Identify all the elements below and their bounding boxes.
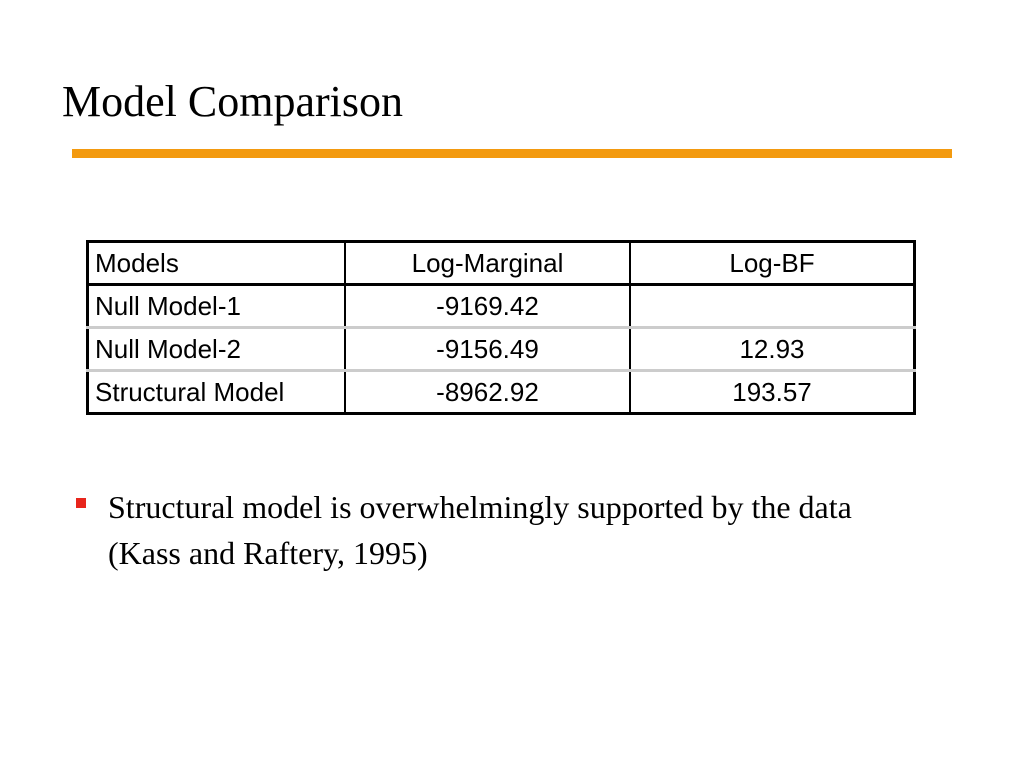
slide-title: Model Comparison xyxy=(62,77,403,126)
table-cell xyxy=(629,283,916,328)
bullet-list: Structural model is overwhelmingly suppo… xyxy=(72,484,932,576)
table-row: Structural Model -8962.92 193.57 xyxy=(86,369,916,414)
table-cell: 193.57 xyxy=(629,369,916,414)
header-cell: Log-Marginal xyxy=(344,241,631,286)
table-cell: Structural Model xyxy=(86,369,346,414)
table-cell: -8962.92 xyxy=(344,369,631,414)
header-cell: Log-BF xyxy=(629,241,916,286)
table-cell: Null Model-1 xyxy=(86,283,346,328)
header-cell: Models xyxy=(86,241,346,286)
bullet-item: Structural model is overwhelmingly suppo… xyxy=(72,484,932,576)
table-row: Null Model-1 -9169.42 xyxy=(86,283,916,328)
comparison-table: Models Log-Marginal Log-BF Null Model-1 -916… xyxy=(86,240,916,415)
header-row: Models Log-Marginal Log-BF xyxy=(86,241,916,286)
table-cell: 12.93 xyxy=(629,326,916,371)
table-cell: -9156.49 xyxy=(344,326,631,371)
table-cell: -9169.42 xyxy=(344,283,631,328)
table-cell: Null Model-2 xyxy=(86,326,346,371)
table-row: Null Model-2 -9156.49 12.93 xyxy=(86,326,916,371)
title-rule xyxy=(72,149,952,158)
